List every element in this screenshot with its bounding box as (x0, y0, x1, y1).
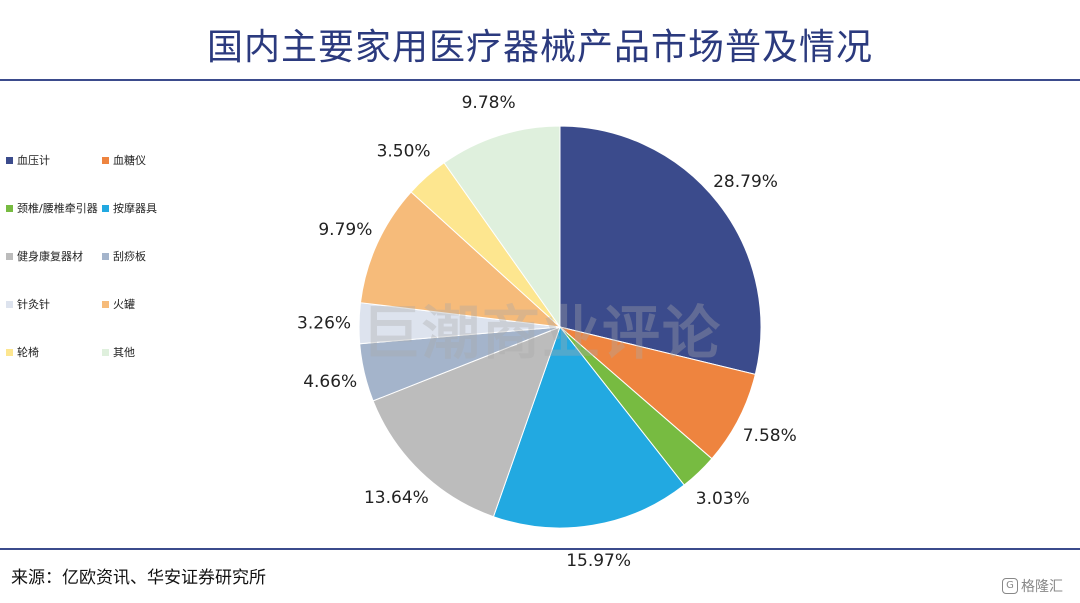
legend-item: 血糖仪 (102, 152, 146, 168)
legend-swatch (6, 252, 13, 260)
brand-badge: G 格隆汇 (1002, 576, 1063, 596)
legend-swatch (102, 204, 109, 212)
data-label: 13.64% (364, 488, 429, 508)
data-label: 28.79% (713, 172, 778, 192)
legend-label: 刮痧板 (113, 250, 146, 263)
data-label: 9.78% (462, 93, 516, 113)
legend-swatch (102, 348, 109, 356)
legend-swatch (6, 204, 13, 212)
data-label: 3.26% (297, 314, 351, 334)
legend-item: 其他 (102, 344, 135, 360)
legend-item: 血压计 (6, 152, 50, 168)
legend-swatch (6, 156, 13, 164)
legend-item: 颈椎/腰椎牵引器 (6, 200, 98, 216)
legend-label: 血压计 (17, 154, 50, 167)
legend-swatch (102, 156, 109, 164)
legend-item: 健身康复器材 (6, 248, 83, 264)
data-label: 4.66% (303, 372, 357, 392)
data-label: 7.58% (743, 426, 797, 446)
legend-label: 健身康复器材 (17, 250, 83, 263)
data-label: 3.50% (377, 141, 431, 161)
legend-label: 轮椅 (17, 346, 39, 359)
legend-item: 按摩器具 (102, 200, 157, 216)
pie-slice (372, 326, 561, 518)
title-divider (0, 79, 1080, 81)
source-note: 来源：亿欧资讯、华安证券研究所 (11, 568, 266, 588)
legend-label: 火罐 (113, 298, 135, 311)
data-label: 9.79% (318, 220, 372, 240)
data-label: 3.03% (696, 489, 750, 509)
legend-label: 按摩器具 (113, 202, 157, 215)
legend-swatch (102, 300, 109, 308)
brand-text: 格隆汇 (1021, 579, 1063, 595)
legend-label: 其他 (113, 346, 135, 359)
legend-swatch (6, 348, 13, 356)
pie-slice (559, 326, 756, 460)
footer-divider (0, 548, 1080, 550)
legend-swatch (6, 300, 13, 308)
watermark: 巨潮商业评论 (362, 299, 723, 367)
pie-slice (359, 191, 562, 328)
legend-label: 针灸针 (17, 298, 50, 311)
legend-item: 针灸针 (6, 296, 50, 312)
legend-item: 刮痧板 (102, 248, 146, 264)
pie-slice (559, 125, 762, 376)
legend-label: 血糖仪 (113, 154, 146, 167)
pie-slice (443, 125, 561, 329)
pie-slice (492, 325, 685, 529)
legend-label: 颈椎/腰椎牵引器 (17, 202, 98, 215)
legend-item: 轮椅 (6, 344, 39, 360)
legend-item: 火罐 (102, 296, 135, 312)
data-label: 15.97% (566, 551, 631, 571)
legend-swatch (102, 252, 109, 260)
page-title: 国内主要家用医疗器械产品市场普及情况 (206, 27, 873, 68)
logo-icon: G (1002, 578, 1018, 594)
